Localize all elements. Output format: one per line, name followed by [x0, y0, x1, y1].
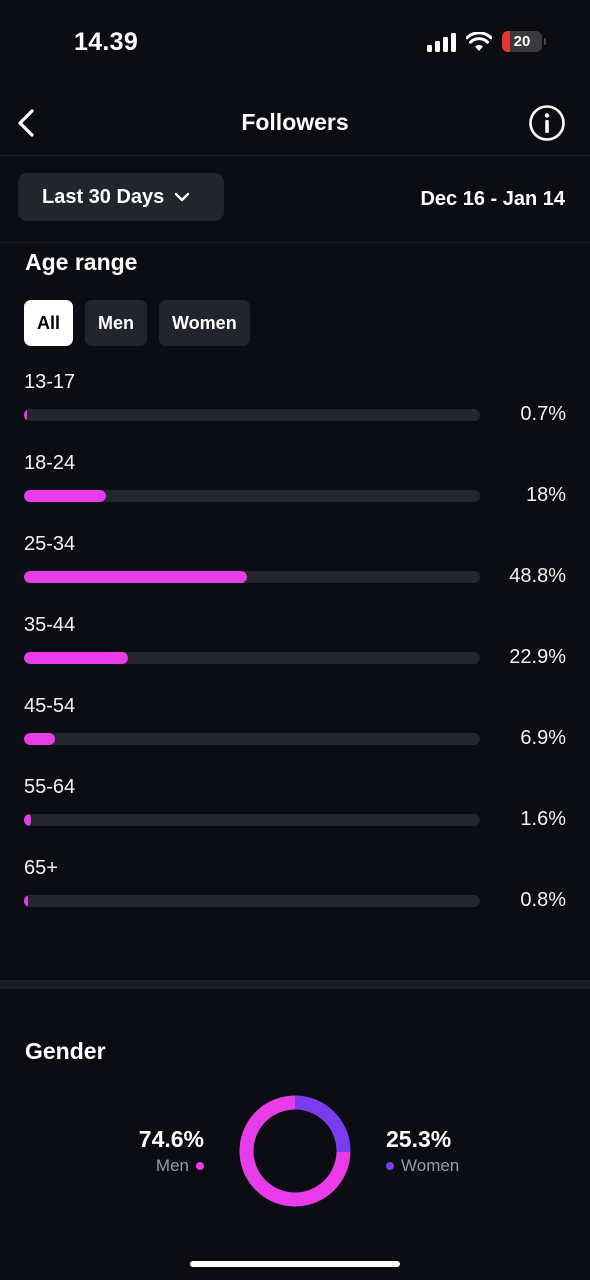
age-value: 1.6% — [520, 808, 566, 830]
age-bar-fill — [24, 409, 28, 421]
gender-women-legend: 25.3% Women — [386, 1126, 459, 1176]
age-bar-fill — [24, 571, 247, 583]
age-label: 65+ — [24, 857, 58, 879]
home-indicator — [190, 1261, 400, 1267]
divider — [0, 242, 590, 243]
women-percentage: 25.3% — [386, 1126, 452, 1152]
age-value: 18% — [525, 484, 566, 506]
chevron-left-icon — [18, 109, 34, 137]
status-bar: 14.39 20 — [0, 0, 590, 90]
age-bar-fill — [24, 490, 107, 502]
age-row: 65+ 0.8% — [24, 854, 566, 935]
section-divider — [0, 980, 590, 989]
age-value: 0.7% — [520, 403, 566, 425]
date-range: Dec 16 - Jan 14 — [420, 188, 565, 210]
back-button[interactable] — [10, 102, 42, 144]
age-bar-track — [24, 652, 480, 664]
men-legend-row: Men — [139, 1156, 204, 1176]
age-bar-fill — [24, 814, 32, 826]
age-range-list: 13-17 0.7% 18-24 18% 25-34 48.8% 35-44 2… — [24, 368, 566, 935]
chevron-down-icon — [175, 192, 190, 202]
status-icons: 20 — [427, 31, 546, 52]
info-circle-icon — [529, 105, 565, 141]
age-label: 25-34 — [24, 533, 76, 555]
age-bar-track — [24, 895, 480, 907]
info-button[interactable] — [528, 104, 566, 142]
donut-women-arc — [239, 1095, 351, 1207]
gender-chart: 74.6% Men 25.3% Women — [0, 1090, 590, 1210]
nav-bar: Followers — [0, 90, 590, 156]
age-filter-tabs: All Men Women — [24, 300, 250, 346]
women-label: Women — [401, 1156, 460, 1175]
age-bar-fill — [24, 733, 56, 745]
age-label: 18-24 — [24, 452, 76, 474]
age-bar-track — [24, 571, 480, 583]
age-value: 6.9% — [520, 727, 566, 749]
age-row: 18-24 18% — [24, 449, 566, 530]
period-label: Last 30 Days — [42, 185, 165, 208]
age-bar-fill — [24, 652, 129, 664]
men-dot-icon — [196, 1162, 204, 1170]
period-dropdown[interactable]: Last 30 Days — [18, 173, 224, 221]
men-percentage: 74.6% — [138, 1126, 204, 1152]
gender-title: Gender — [25, 1038, 106, 1064]
page-title: Followers — [241, 109, 349, 135]
men-label: Men — [155, 1156, 189, 1175]
age-bar-fill — [24, 895, 28, 907]
age-value: 48.8% — [509, 565, 566, 587]
gender-men-legend: 74.6% Men — [139, 1126, 204, 1176]
age-value: 0.8% — [520, 889, 566, 911]
age-value: 22.9% — [509, 646, 566, 668]
age-label: 13-17 — [24, 371, 76, 393]
tab-men[interactable]: Men — [85, 300, 148, 346]
tab-women[interactable]: Women — [159, 300, 250, 346]
tab-all[interactable]: All — [24, 300, 74, 346]
battery-level: 20 — [513, 33, 531, 50]
women-dot-icon — [386, 1162, 394, 1170]
cellular-signal-icon — [427, 32, 456, 52]
age-label: 55-64 — [24, 776, 76, 798]
battery-icon: 20 — [502, 31, 546, 52]
age-bar-track — [24, 814, 480, 826]
age-row: 45-54 6.9% — [24, 692, 566, 773]
age-bar-track — [24, 490, 480, 502]
age-row: 35-44 22.9% — [24, 611, 566, 692]
age-bar-track — [24, 409, 480, 421]
age-bar-track — [24, 733, 480, 745]
age-row: 25-34 48.8% — [24, 530, 566, 611]
age-label: 45-54 — [24, 695, 76, 717]
gender-donut — [239, 1095, 351, 1207]
status-time: 14.39 — [74, 28, 139, 56]
wifi-icon — [466, 31, 492, 51]
age-row: 55-64 1.6% — [24, 773, 566, 854]
age-label: 35-44 — [24, 614, 76, 636]
age-row: 13-17 0.7% — [24, 368, 566, 449]
age-range-title: Age range — [25, 249, 138, 275]
women-legend-row: Women — [386, 1156, 459, 1176]
